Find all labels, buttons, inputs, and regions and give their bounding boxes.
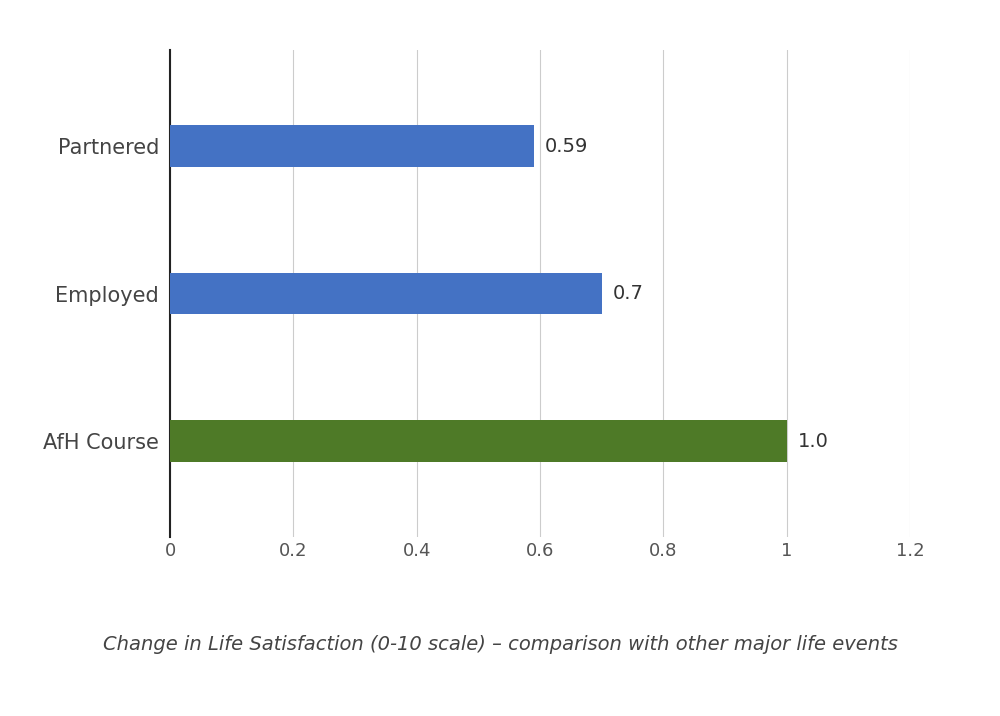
Text: 0.59: 0.59 [545, 137, 588, 155]
Bar [170, 420, 787, 462]
Bar [170, 125, 534, 167]
Text: 1.0: 1.0 [798, 432, 829, 450]
Text: 0.7: 0.7 [613, 284, 644, 303]
Bar [170, 273, 602, 314]
Text: Change in Life Satisfaction (0-10 scale) – comparison with other major life even: Change in Life Satisfaction (0-10 scale)… [103, 635, 897, 654]
